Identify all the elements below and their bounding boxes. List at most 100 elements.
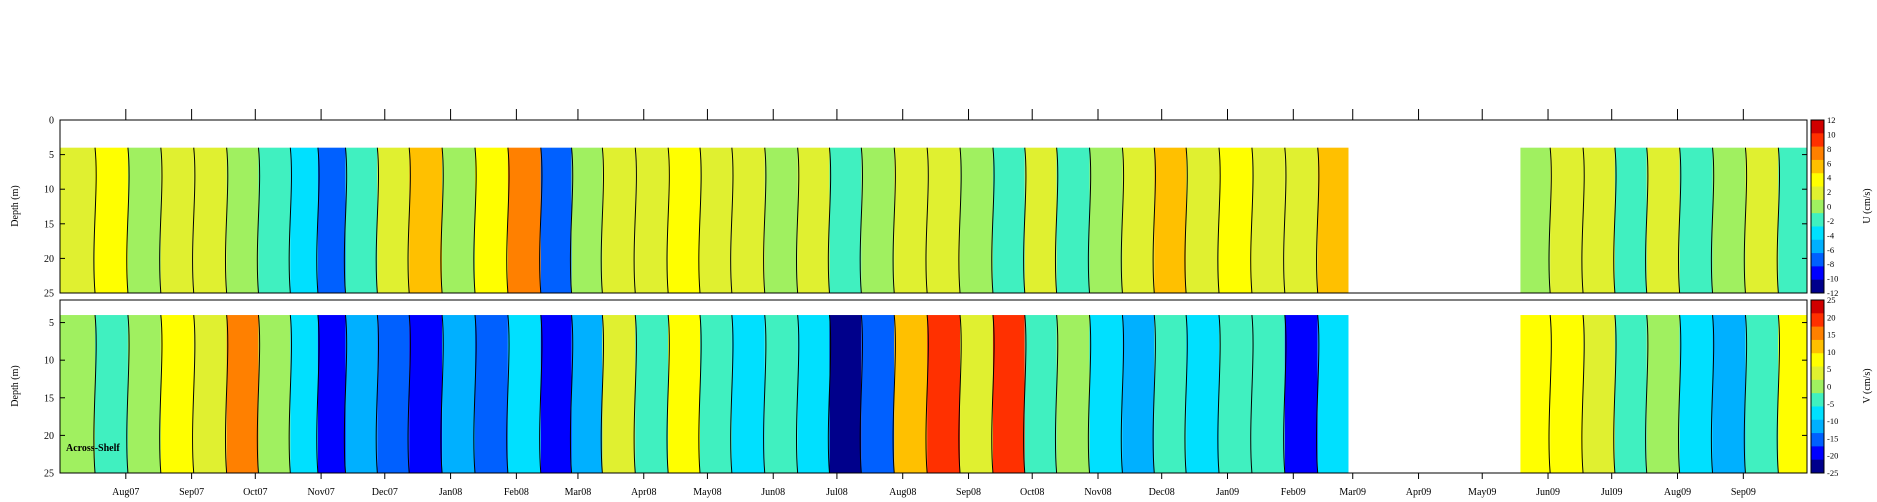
v-stripe	[1778, 315, 1807, 473]
u-contour	[698, 147, 702, 293]
v-stripe	[474, 315, 508, 473]
u-stripe	[1679, 147, 1713, 293]
v-contour	[288, 314, 292, 473]
x-tick-label: Sep07	[179, 487, 204, 498]
v-contour	[1743, 314, 1748, 473]
x-tick-label: Jan09	[1216, 487, 1239, 498]
v-colorbar-frame	[1810, 299, 1825, 474]
u-stripe	[1251, 147, 1285, 293]
v-contour	[1023, 314, 1027, 473]
v-contour	[892, 314, 896, 473]
u-stripe	[317, 147, 346, 293]
u-stripe	[1122, 147, 1155, 293]
v-contour	[1152, 314, 1156, 473]
v-stripe	[60, 315, 96, 473]
u-contour	[316, 147, 320, 293]
v-stripe	[731, 315, 765, 473]
v-contour	[1645, 314, 1649, 473]
u-stripe	[1089, 147, 1123, 293]
u-colorbar-swatch	[1811, 239, 1824, 254]
u-colorbar-tick-label: 0	[1827, 202, 1831, 212]
v-stripe	[1712, 315, 1746, 473]
u-colorbar-title: U (cm/s)	[1862, 188, 1873, 223]
u-colorbar-swatch	[1811, 253, 1824, 267]
u-colorbar-tick-label: 4	[1827, 173, 1832, 183]
x-tick-label: Aug09	[1664, 487, 1691, 498]
v-stripe	[540, 315, 572, 473]
u-colorbar: 12 10 8 6 4 2 0 -2 -4 -6 -8 -10 -12	[1810, 115, 1838, 298]
v-contour	[473, 314, 477, 473]
u-y-tick-label: 0	[49, 116, 54, 127]
v-stripe	[1251, 315, 1285, 473]
x-tick-label: Jan08	[439, 487, 462, 498]
v-contour	[925, 314, 929, 473]
u-colorbar-tick-label: 6	[1827, 158, 1831, 168]
x-tick-label: Mar09	[1339, 487, 1366, 498]
v-contour	[1250, 314, 1254, 473]
v-contour	[343, 314, 348, 473]
u-contour	[1316, 147, 1320, 293]
u-stripe	[1520, 147, 1551, 293]
v-stripe	[992, 315, 1025, 473]
v-colorbar-swatch	[1811, 366, 1824, 381]
u-y-tick-label: 25	[44, 289, 54, 300]
v-contour	[256, 314, 261, 473]
v-colorbar-title: V (cm/s)	[1862, 368, 1873, 403]
v-y-tick-label: 20	[44, 431, 54, 442]
v-colorbar-tick-label: 0	[1827, 382, 1831, 392]
v-colorbar-tick-label: -10	[1827, 416, 1838, 426]
v-contour	[1677, 314, 1682, 473]
u-contour	[763, 147, 767, 293]
x-tick-label: Aug08	[889, 487, 916, 498]
u-colorbar-tick-label: 2	[1827, 187, 1831, 197]
v-colorbar-tick-label: 20	[1827, 312, 1836, 322]
v-stripe	[409, 315, 443, 473]
v-colorbar-swatch	[1811, 459, 1824, 474]
v-colorbar-swatch	[1811, 300, 1824, 314]
v-colorbar-tick-label: 25	[1827, 295, 1836, 305]
v-stripe	[290, 315, 318, 473]
u-contour	[1184, 147, 1188, 293]
u-stripe	[1024, 147, 1057, 293]
v-stripe	[160, 315, 194, 473]
x-axis: Aug07 Sep07 Oct07 Nov07 Dec07 Jan08 Feb08 Mar08…	[112, 109, 1756, 498]
x-tick-label: Mar08	[565, 487, 592, 498]
v-contour	[1184, 314, 1188, 473]
v-y-axis-title: Depth (m)	[10, 365, 21, 406]
x-tick-label: Aug07	[112, 487, 139, 498]
u-stripe	[60, 147, 96, 293]
u-colorbar-tick-label: 10	[1827, 129, 1836, 139]
u-stripe	[409, 147, 443, 293]
u-stripe	[894, 147, 928, 293]
u-stripe	[1712, 147, 1746, 293]
v-stripe	[960, 315, 993, 473]
v-colorbar-tick-label: -20	[1827, 451, 1838, 461]
v-stripe	[377, 315, 410, 473]
u-contour	[859, 147, 863, 293]
v-contour	[633, 314, 637, 473]
x-tick-label: Oct07	[243, 487, 267, 498]
v-colorbar-swatch	[1811, 433, 1824, 447]
u-contour	[892, 147, 896, 293]
u-stripe	[861, 147, 895, 293]
v-contour	[539, 314, 543, 473]
v-stripe	[1056, 315, 1090, 473]
v-stripe	[1679, 315, 1713, 473]
v-stripe	[1186, 315, 1220, 473]
u-stripe	[1154, 147, 1187, 293]
u-stripe	[1186, 147, 1220, 293]
u-stripe	[960, 147, 993, 293]
u-y-tick-label: 10	[44, 185, 54, 196]
u-stripe	[1614, 147, 1647, 293]
v-contour	[1710, 314, 1715, 473]
v-contour	[827, 314, 832, 473]
x-tick-label: Sep09	[1731, 487, 1756, 498]
v-stripe	[602, 315, 636, 473]
u-contour	[126, 147, 130, 293]
v-contour	[375, 314, 379, 473]
u-colorbar-swatch	[1811, 226, 1824, 241]
u-stripe	[1583, 147, 1615, 293]
v-colorbar-tick-label: -25	[1827, 468, 1838, 478]
u-stripe	[226, 147, 259, 293]
